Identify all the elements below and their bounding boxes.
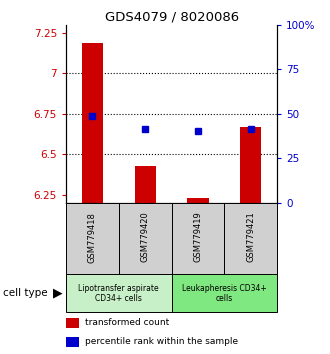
Text: GSM779419: GSM779419 <box>193 212 203 262</box>
Text: Lipotransfer aspirate
CD34+ cells: Lipotransfer aspirate CD34+ cells <box>79 284 159 303</box>
Text: GSM779418: GSM779418 <box>88 212 97 263</box>
Bar <box>172 203 224 274</box>
Bar <box>172 274 277 312</box>
Bar <box>135 166 156 203</box>
Text: percentile rank within the sample: percentile rank within the sample <box>85 337 238 346</box>
Text: Leukapheresis CD34+
cells: Leukapheresis CD34+ cells <box>182 284 267 303</box>
Title: GDS4079 / 8020086: GDS4079 / 8020086 <box>105 11 239 24</box>
Text: GSM779420: GSM779420 <box>141 212 150 262</box>
Bar <box>82 42 103 203</box>
Bar <box>66 318 79 327</box>
Bar <box>66 337 79 347</box>
Bar <box>224 203 277 274</box>
Text: ▶: ▶ <box>53 287 63 300</box>
Bar <box>66 203 119 274</box>
Text: GSM779421: GSM779421 <box>246 212 255 262</box>
Bar <box>66 274 172 312</box>
Bar <box>187 198 209 203</box>
Bar <box>240 127 261 203</box>
Bar <box>119 203 172 274</box>
Text: transformed count: transformed count <box>85 318 169 327</box>
Text: cell type: cell type <box>3 288 48 298</box>
